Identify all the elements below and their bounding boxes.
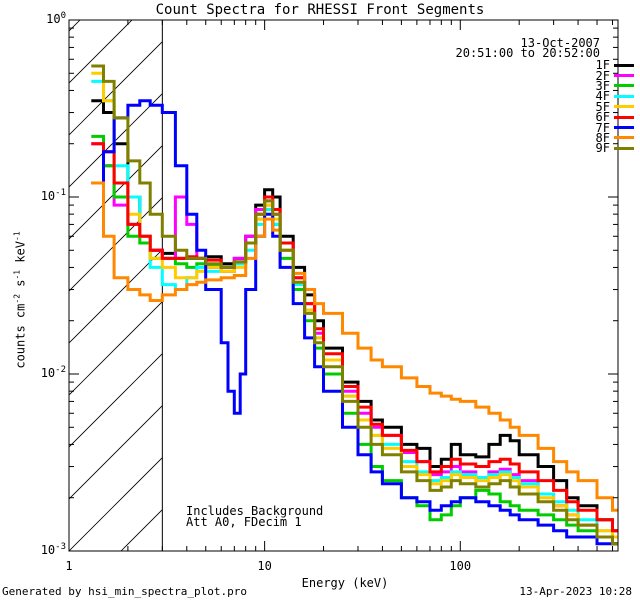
hatch-line bbox=[69, 41, 163, 136]
legend-label: 4F bbox=[595, 89, 610, 104]
y-tick-label: 10-1 bbox=[40, 188, 66, 203]
hatch-line bbox=[69, 145, 163, 240]
series-line-6F bbox=[91, 142, 618, 533]
series-group bbox=[91, 64, 618, 546]
y-axis-label-exp2: -1 bbox=[12, 269, 22, 280]
x-tick-label: 100 bbox=[449, 559, 472, 573]
legend-swatch bbox=[614, 146, 634, 150]
series-line-4F bbox=[91, 79, 618, 539]
observation-date: 13-Oct-2007 bbox=[520, 36, 600, 50]
hatch-line bbox=[69, 197, 163, 292]
legend-entry-5F: 5F bbox=[595, 99, 634, 114]
legend-entry-9F: 9F bbox=[595, 141, 634, 156]
hatch-line bbox=[69, 249, 163, 344]
hatch-line bbox=[69, 93, 163, 188]
footer-generated-by: Generated by hsi_min_spectra_plot.pro bbox=[2, 585, 248, 598]
legend-label: 8F bbox=[595, 130, 610, 145]
legend-swatch bbox=[614, 74, 634, 78]
legend-swatch bbox=[614, 126, 634, 130]
legend-label: 1F bbox=[595, 58, 610, 73]
observation-time-range: 20:51:00 to 20:52:00 bbox=[455, 46, 601, 60]
legend-swatch bbox=[614, 84, 634, 88]
hatch-line bbox=[0, 0, 5, 551]
hatch-line bbox=[329, 0, 640, 551]
hatch-line bbox=[69, 353, 163, 448]
series-line-9F bbox=[91, 64, 618, 546]
x-tick-label: 1 bbox=[65, 559, 73, 573]
legend-label: 5F bbox=[595, 99, 610, 114]
x-axis-label: Energy (keV) bbox=[301, 576, 389, 590]
y-tick-label-exp: -3 bbox=[55, 542, 66, 552]
y-tick-label-exp: 0 bbox=[60, 11, 66, 21]
y-tick-label: 10-2 bbox=[40, 365, 66, 380]
footer-timestamp: 13-Apr-2023 10:28 bbox=[519, 585, 632, 598]
axes-frame bbox=[68, 19, 619, 552]
y-axis-label-mid2: keV bbox=[13, 240, 28, 270]
legend-entry-6F: 6F bbox=[595, 110, 634, 125]
legend-entry-1F: 1F bbox=[595, 58, 634, 73]
series-line-8F bbox=[91, 181, 618, 512]
series-line-7F bbox=[91, 99, 618, 546]
hatch-line bbox=[225, 0, 640, 551]
y-tick-label: 10-3 bbox=[40, 542, 66, 557]
hatch-line bbox=[69, 405, 163, 500]
chart-title: Count Spectra for RHESSI Front Segments bbox=[155, 2, 485, 18]
y-tick-label-base: 10 bbox=[40, 189, 56, 203]
annotation-attenuator: Att A0, FDecim 1 bbox=[186, 515, 302, 529]
hatch-line bbox=[0, 0, 57, 551]
y-axis-label-base: counts cm bbox=[13, 303, 28, 369]
legend-swatch bbox=[614, 63, 634, 67]
tick-marks bbox=[68, 19, 618, 552]
y-tick-label-base: 10 bbox=[40, 366, 56, 380]
legend: 1F 2F 3F 4F 5F 6F 7F 8F 9F bbox=[595, 58, 634, 156]
y-tick-label: 100 bbox=[46, 11, 66, 26]
legend-label: 9F bbox=[595, 141, 610, 156]
legend-swatch bbox=[614, 136, 634, 140]
series-line-1F bbox=[91, 99, 618, 533]
legend-label: 7F bbox=[595, 120, 610, 135]
y-tick-label-exp: -2 bbox=[55, 365, 66, 375]
hatch-line bbox=[69, 457, 163, 551]
hatch-line bbox=[120, 509, 163, 551]
legend-label: 6F bbox=[595, 110, 610, 125]
legend-entry-2F: 2F bbox=[595, 68, 634, 83]
legend-entry-7F: 7F bbox=[595, 120, 634, 135]
legend-label: 3F bbox=[595, 78, 610, 93]
legend-label: 2F bbox=[595, 68, 610, 83]
legend-swatch bbox=[614, 115, 634, 119]
y-axis-label: counts cm-2 s-1 keV-1 bbox=[12, 231, 28, 369]
legend-swatch bbox=[614, 105, 634, 109]
y-axis-label-mid1: s bbox=[13, 279, 28, 294]
y-tick-label-exp: -1 bbox=[55, 188, 66, 198]
annotation-background: Includes Background bbox=[186, 504, 324, 518]
y-axis-label-exp1: -2 bbox=[12, 293, 22, 304]
legend-entry-4F: 4F bbox=[595, 89, 634, 104]
y-tick-label-base: 10 bbox=[40, 543, 56, 557]
x-tick-label: 10 bbox=[257, 559, 272, 573]
hatch-line bbox=[277, 0, 640, 551]
y-tick-label-base: 10 bbox=[46, 12, 61, 26]
legend-swatch bbox=[614, 94, 634, 98]
y-axis-label-exp3: -1 bbox=[12, 231, 22, 241]
legend-entry-3F: 3F bbox=[595, 78, 634, 93]
legend-entry-8F: 8F bbox=[595, 130, 634, 145]
